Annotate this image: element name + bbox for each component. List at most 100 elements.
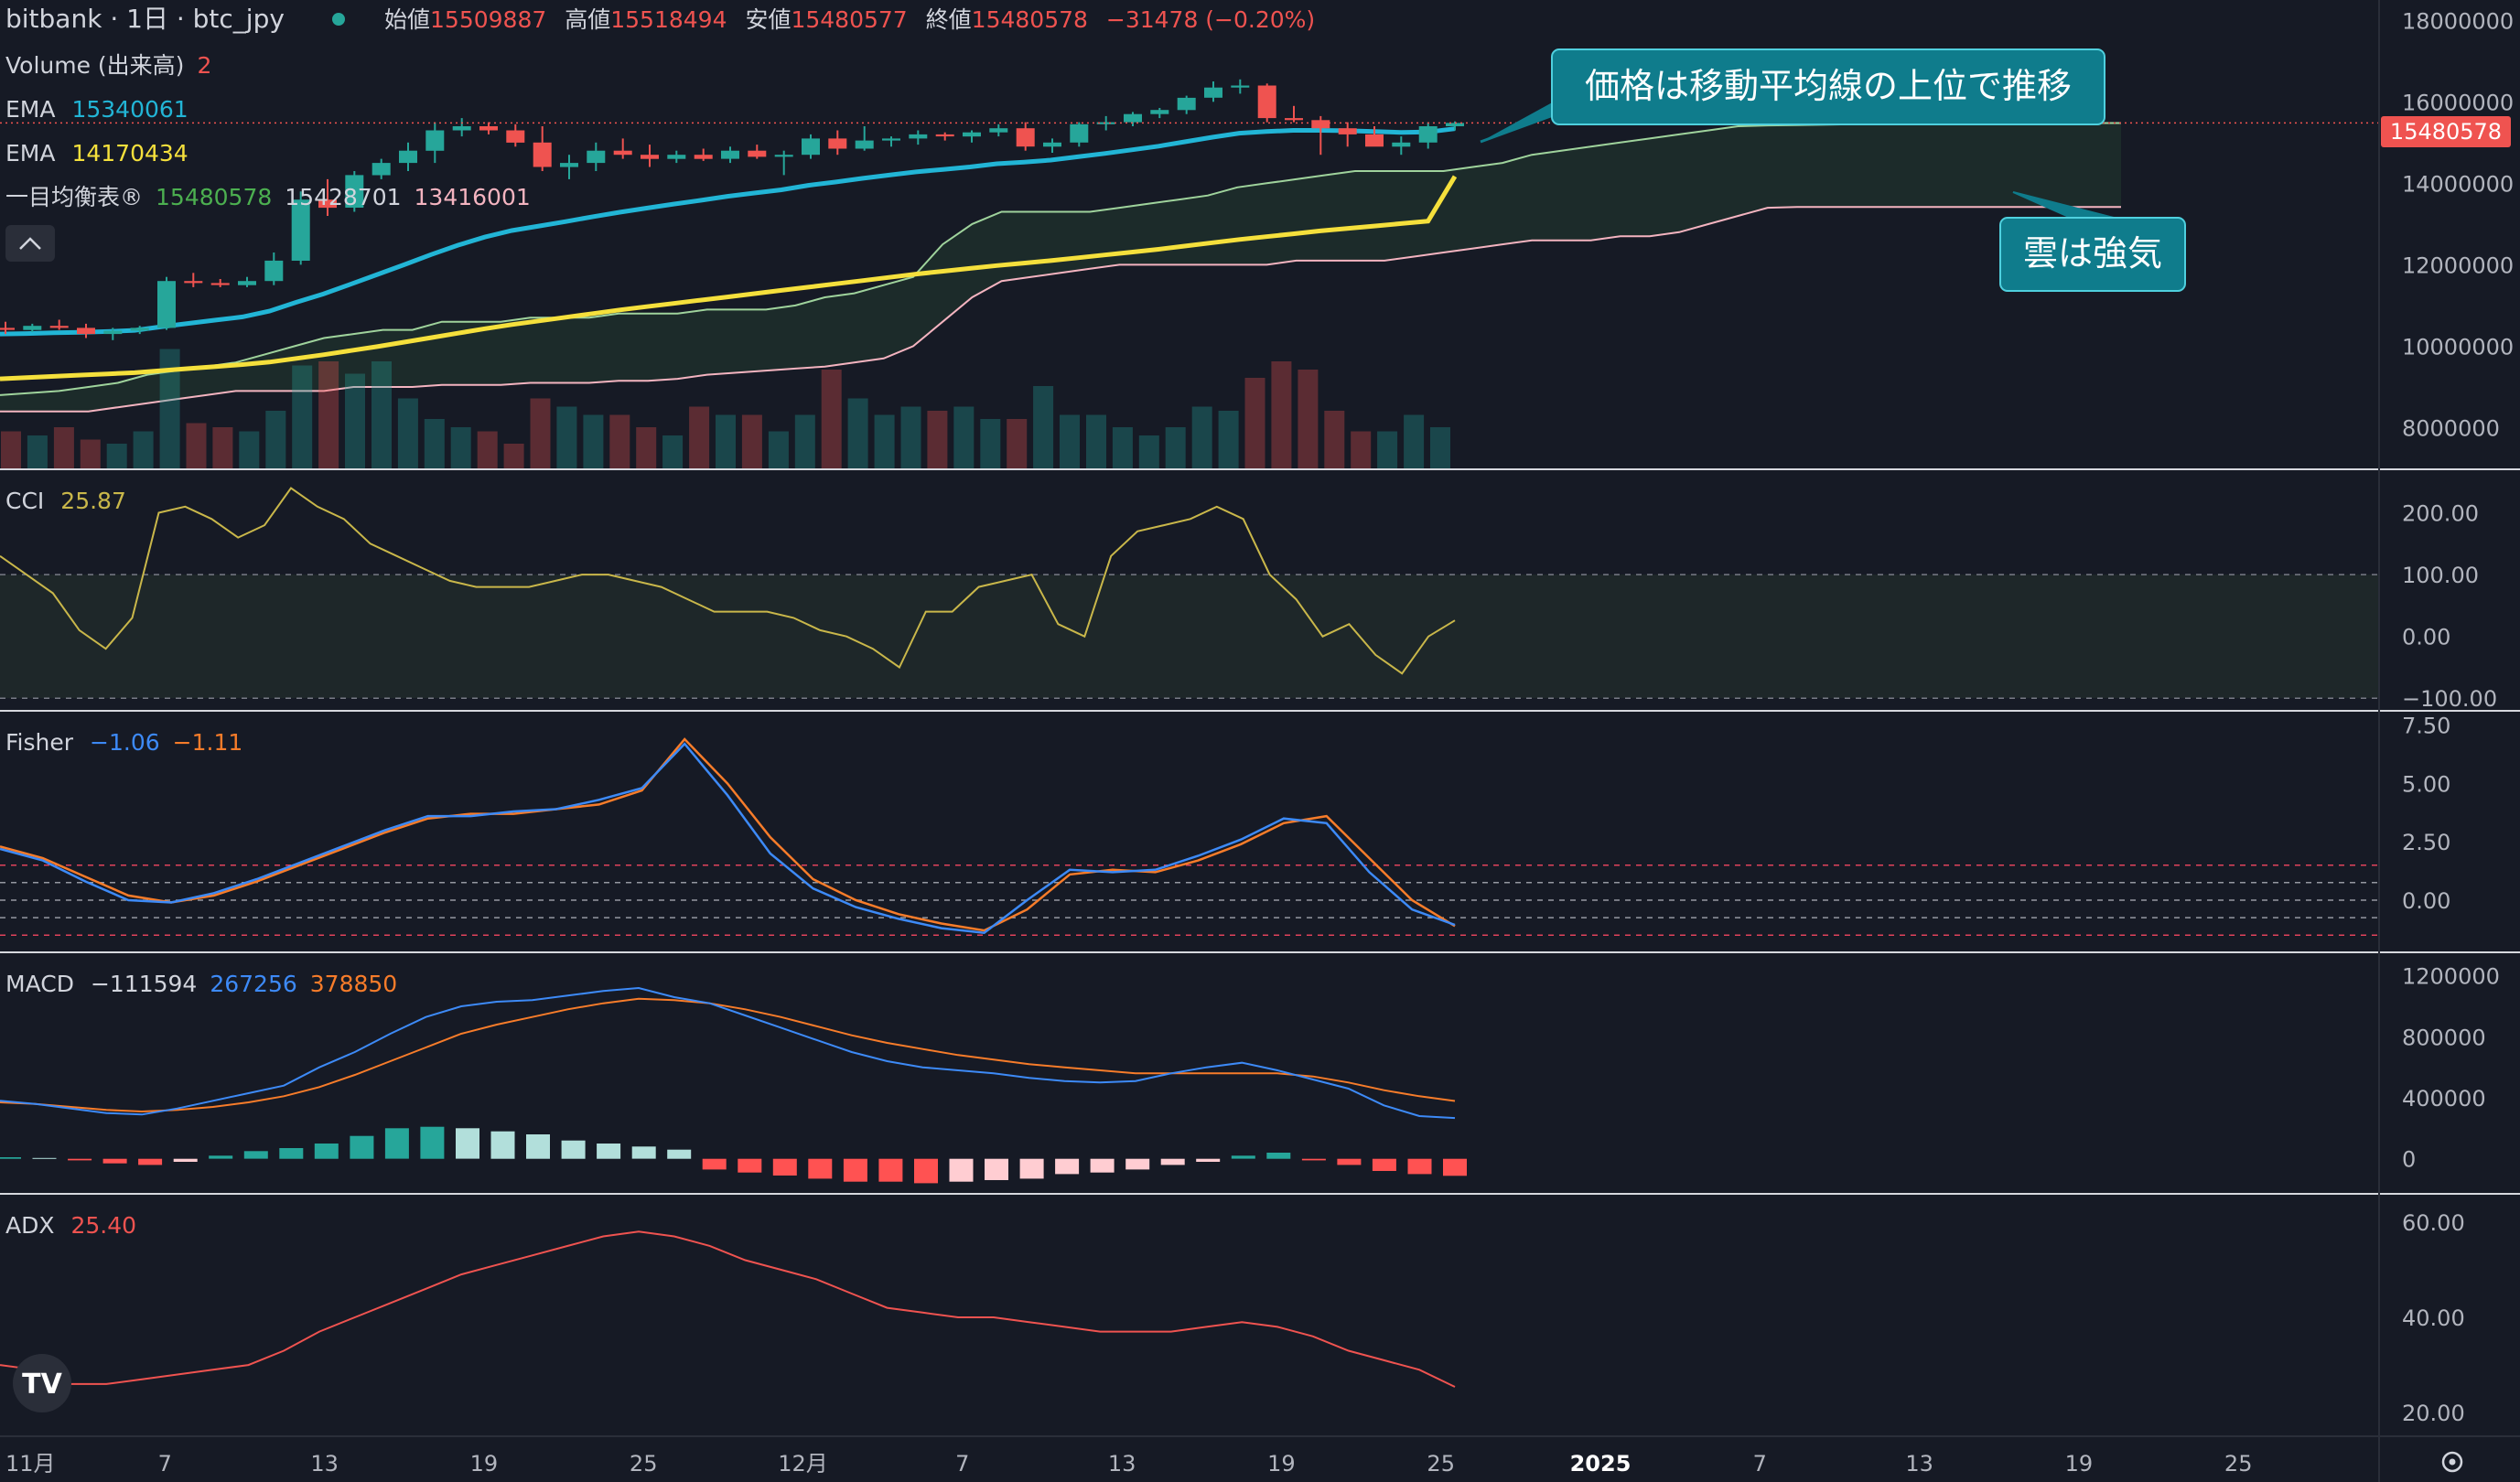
macd-histogram-bar xyxy=(702,1158,727,1170)
ema-fast-legend-value: 15340061 xyxy=(71,96,188,123)
candle-body xyxy=(291,199,310,261)
price-axis[interactable]: 1800000016000000140000001200000010000000… xyxy=(2402,8,2514,1426)
macd-histogram-bar xyxy=(1055,1158,1080,1175)
current-price-tag[interactable]: 15480578 xyxy=(2381,116,2511,147)
volume-bar xyxy=(450,427,471,468)
fisher-legend[interactable]: Fisher −1.06 −1.11 xyxy=(5,729,242,756)
adx-pane[interactable] xyxy=(0,1230,1456,1388)
cci-tick-0: 200.00 xyxy=(2402,501,2479,527)
candle-body xyxy=(130,328,149,331)
close-value: 15480578 xyxy=(972,6,1088,33)
tradingview-logo[interactable]: TV xyxy=(13,1354,71,1412)
candle-body xyxy=(855,140,874,149)
fisher-tick-1: 5.00 xyxy=(2402,771,2450,797)
collapse-legend-button[interactable] xyxy=(5,225,55,262)
ichimoku-legend[interactable]: 一目均衡表® 15480578 15428701 13416001 xyxy=(5,184,531,210)
cci-tick-3: −100.00 xyxy=(2402,686,2497,712)
macd-legend-value-1: −111594 xyxy=(91,971,197,997)
cloud-annotation-box xyxy=(1999,217,2186,292)
fisher-pane[interactable] xyxy=(0,737,2379,936)
time-tick-14: 25 xyxy=(2224,1451,2253,1477)
macd-legend-label: MACD xyxy=(5,971,74,997)
ema-fast-legend[interactable]: EMA 15340061 xyxy=(5,96,188,123)
ema-slow-legend[interactable]: EMA 14170434 xyxy=(5,140,188,166)
volume-bar xyxy=(159,349,180,468)
svg-text:TV: TV xyxy=(22,1369,62,1401)
settings-gear-icon[interactable] xyxy=(2441,1451,2463,1473)
volume-bar xyxy=(1165,427,1186,468)
macd-tick-0: 1200000 xyxy=(2402,964,2500,990)
fisher-trigger-line xyxy=(0,737,1456,932)
time-axis[interactable]: 11月 7 13 19 25 12月 7 13 19 25 2025 7 13 19 25 xyxy=(5,1451,2252,1477)
volume-bar xyxy=(239,431,260,468)
price-annotation[interactable]: 価格は移動平均線の上位で推移 xyxy=(1480,48,2105,144)
time-tick-7: 13 xyxy=(1108,1451,1136,1477)
volume-bar xyxy=(1430,427,1450,468)
cci-legend[interactable]: CCI 25.87 xyxy=(5,488,126,514)
cloud-annotation[interactable]: 雲は強気 xyxy=(1999,191,2186,292)
volume-bar xyxy=(318,361,339,468)
chevron-up-icon xyxy=(19,237,41,250)
candle-body xyxy=(613,150,632,156)
macd-histogram-bar xyxy=(1337,1158,1362,1165)
candle-body xyxy=(641,155,659,159)
volume-legend[interactable]: Volume (出来高) 2 xyxy=(5,52,211,79)
ichimoku-legend-value-1: 15480578 xyxy=(156,184,272,210)
price-pane[interactable] xyxy=(0,79,2379,468)
volume-bar xyxy=(1324,411,1345,468)
candle-body xyxy=(802,138,820,156)
candle-body xyxy=(1070,124,1089,143)
macd-histogram-bar xyxy=(1160,1158,1185,1165)
ohlc-readout: 始値15509887 高値15518494 安値15480577 終値15480… xyxy=(384,6,1315,33)
candle-body xyxy=(399,150,417,164)
macd-legend[interactable]: MACD −111594 267256 378850 xyxy=(5,971,397,997)
candle-body xyxy=(882,138,900,141)
fisher-line xyxy=(0,742,1456,934)
macd-pane[interactable] xyxy=(0,986,1467,1184)
ema-fast-line xyxy=(0,126,1456,337)
volume-bar xyxy=(1218,411,1239,468)
volume-bar xyxy=(716,414,736,468)
candle-body xyxy=(1043,142,1061,147)
macd-histogram-bar xyxy=(631,1146,656,1159)
candle-body xyxy=(1446,123,1464,126)
cci-pane[interactable] xyxy=(0,487,2379,699)
time-tick-2: 13 xyxy=(310,1451,339,1477)
volume-bar xyxy=(1191,406,1212,468)
candle-body xyxy=(560,163,578,167)
adx-tick-0: 60.00 xyxy=(2402,1210,2465,1236)
volume-bar xyxy=(980,419,1001,468)
macd-histogram-bar xyxy=(1372,1158,1396,1171)
volume-bar xyxy=(1086,414,1106,468)
fisher-tick-2: 2.50 xyxy=(2402,830,2450,855)
market-status-dot xyxy=(332,13,345,26)
candle-body xyxy=(1124,113,1142,123)
time-tick-10: 2025 xyxy=(1570,1451,1632,1477)
volume-bar xyxy=(80,439,101,468)
time-tick-9: 25 xyxy=(1427,1451,1455,1477)
cloud-span-a xyxy=(0,122,2121,396)
volume-bar xyxy=(477,431,498,468)
price-annotation-text: 価格は移動平均線の上位で推移 xyxy=(1585,66,2072,106)
candle-body xyxy=(963,132,981,137)
volume-bar xyxy=(27,435,48,468)
macd-histogram-bar xyxy=(1019,1158,1044,1179)
cci-legend-label: CCI xyxy=(5,488,44,514)
candle-body xyxy=(1285,118,1303,121)
symbol-title[interactable]: bitbank · 1日 · btc_jpy xyxy=(5,4,285,34)
volume-bar xyxy=(503,444,524,468)
volume-bar xyxy=(372,361,392,468)
adx-legend[interactable]: ADX 25.40 xyxy=(5,1212,136,1239)
candle-body xyxy=(157,281,176,328)
fisher-legend-label: Fisher xyxy=(5,729,74,756)
macd-histogram-bar xyxy=(1301,1158,1326,1161)
candle-body xyxy=(318,199,337,209)
volume-bar xyxy=(1298,370,1319,468)
volume-bar xyxy=(874,414,895,468)
volume-bar xyxy=(556,406,577,468)
candle-body xyxy=(49,326,69,328)
volume-bar xyxy=(609,414,630,468)
candle-body xyxy=(1177,97,1196,111)
macd-histogram-bar xyxy=(914,1158,938,1184)
